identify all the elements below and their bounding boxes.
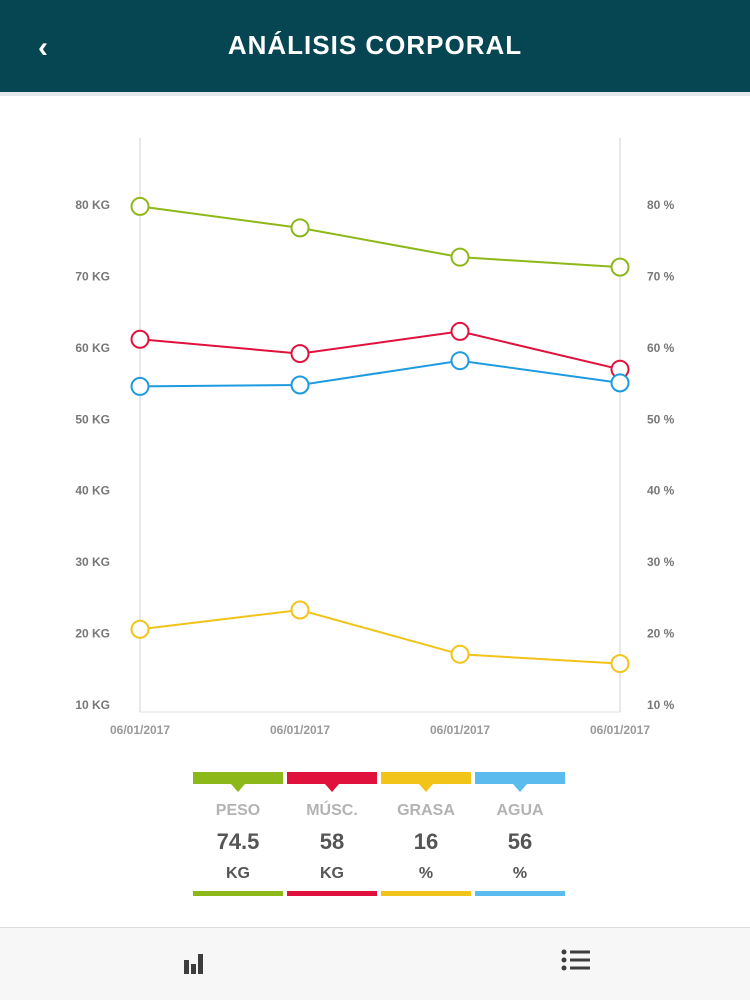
legend-top-bar	[475, 772, 565, 784]
legend-top-bar	[193, 772, 283, 784]
back-button[interactable]: ‹	[28, 28, 58, 68]
legend-bottom-bar	[381, 891, 471, 896]
bottom-tab-bar	[0, 927, 750, 1000]
legend-value: 56	[507, 829, 533, 854]
app-header: ‹ ANÁLISIS CORPORAL	[0, 0, 750, 96]
y-tick-label-left: 20 KG	[75, 627, 110, 641]
data-point-agua	[290, 375, 310, 395]
legend-name: PESO	[215, 802, 261, 819]
data-point-peso	[450, 247, 470, 267]
y-tick-label-right: 80 %	[647, 198, 675, 212]
y-tick-label-right: 40 %	[647, 484, 675, 498]
legend-value: 58	[319, 829, 345, 854]
legend-name: GRASA	[397, 802, 455, 819]
data-point-grasa	[450, 644, 470, 664]
data-point-grasa	[610, 654, 630, 674]
legend-value: 74.5	[216, 829, 260, 854]
series-line-agua	[139, 359, 621, 388]
list-icon	[561, 949, 590, 971]
x-tick-label: 06/01/2017	[110, 723, 170, 737]
series-line-grasa	[139, 608, 621, 665]
legend-name: MÚSC.	[306, 802, 358, 819]
legend: PESO 74.5 KG MÚSC. 58 KG GRASA 16 % AGUA…	[193, 772, 565, 897]
y-tick-label-left: 80 KG	[75, 198, 110, 212]
x-tick-label: 06/01/2017	[430, 723, 490, 737]
y-tick-label-left: 70 KG	[75, 269, 110, 283]
legend-item-agua[interactable]: AGUA 56 %	[475, 772, 565, 897]
legend-arrow	[325, 784, 339, 792]
bar-chart-icon	[184, 954, 203, 974]
legend-item-grasa[interactable]: GRASA 16 %	[381, 772, 471, 897]
legend-bottom-bar	[475, 891, 565, 896]
legend-value: 16	[413, 829, 439, 854]
data-point-musc	[290, 344, 310, 364]
data-point-peso	[130, 196, 150, 216]
body-analysis-chart: 80 KG 70 KG 60 KG 50 KG 40 KG 30 KG 20 KG 10 KG…	[75, 138, 675, 737]
data-point-agua	[130, 376, 150, 396]
legend-name: AGUA	[496, 802, 544, 819]
data-point-grasa	[290, 600, 310, 620]
y-tick-label-left: 10 KG	[75, 698, 110, 712]
y-tick-label-left: 40 KG	[75, 484, 110, 498]
legend-item-peso[interactable]: PESO 74.5 KG	[193, 772, 283, 897]
y-tick-label-left: 60 KG	[75, 341, 110, 355]
list-tab-button[interactable]	[560, 946, 592, 976]
legend-unit: KG	[226, 865, 250, 882]
y-tick-label-left: 50 KG	[75, 412, 110, 426]
data-point-peso	[610, 257, 630, 277]
data-point-agua	[450, 351, 470, 371]
page-title: ANÁLISIS CORPORAL	[227, 30, 523, 60]
y-tick-label-right: 30 %	[647, 555, 675, 569]
data-point-musc	[450, 321, 470, 341]
y-tick-label-right: 10 %	[647, 698, 675, 712]
legend-unit: %	[512, 865, 528, 882]
legend-bottom-bar	[287, 891, 377, 896]
data-point-musc	[130, 329, 150, 349]
data-point-peso	[290, 218, 310, 238]
y-tick-label-right: 20 %	[647, 627, 675, 641]
legend-unit: KG	[320, 865, 344, 882]
legend-top-bar	[287, 772, 377, 784]
legend-unit: %	[418, 865, 434, 882]
data-point-grasa	[130, 619, 150, 639]
legend-arrow	[231, 784, 245, 792]
legend-arrow	[419, 784, 433, 792]
legend-item-musc[interactable]: MÚSC. 58 KG	[287, 772, 377, 897]
y-tick-label-right: 70 %	[647, 269, 675, 283]
y-tick-label-right: 60 %	[647, 341, 675, 355]
x-tick-label: 06/01/2017	[270, 723, 330, 737]
data-point-agua	[610, 373, 630, 393]
series-line-peso	[139, 205, 621, 269]
legend-bottom-bar	[193, 891, 283, 896]
y-tick-label-right: 50 %	[647, 412, 675, 426]
legend-top-bar	[381, 772, 471, 784]
chart-tab-button[interactable]	[180, 948, 210, 978]
series-line-musc	[139, 330, 621, 371]
x-tick-label: 06/01/2017	[590, 723, 650, 737]
legend-arrow	[513, 784, 527, 792]
y-tick-label-left: 30 KG	[75, 555, 110, 569]
chevron-left-icon: ‹	[38, 31, 48, 64]
